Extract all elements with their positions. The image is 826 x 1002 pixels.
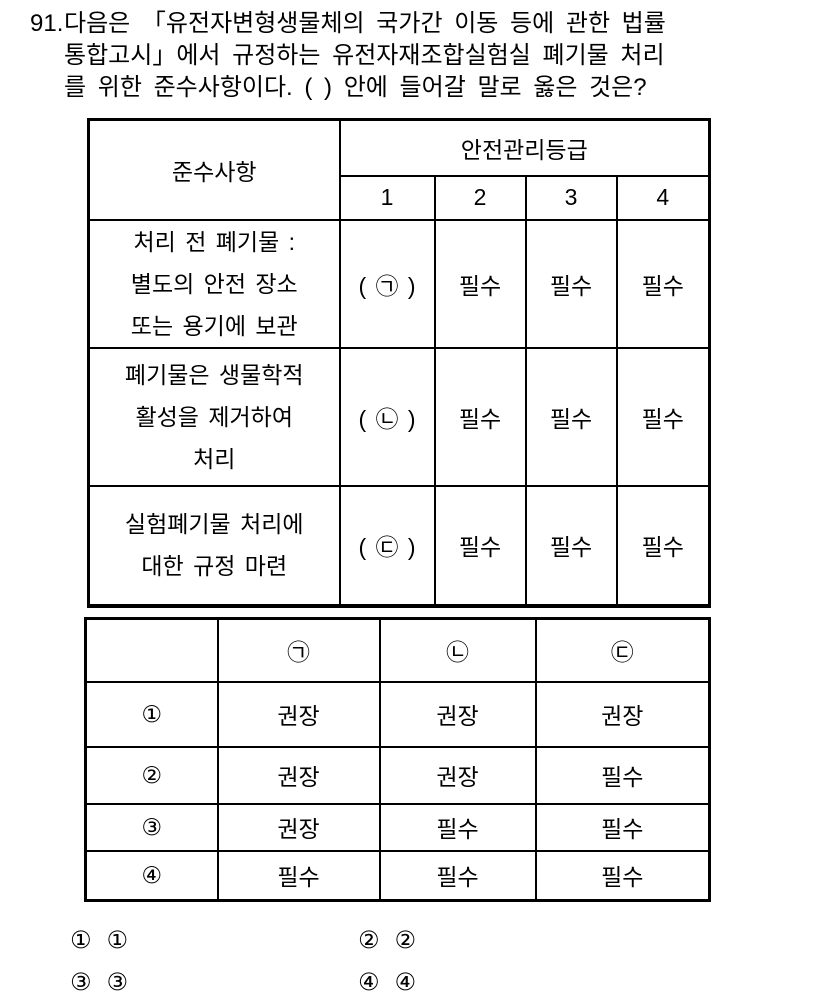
answer-option-2[interactable]: ② ② — [358, 929, 416, 953]
answer-option-3[interactable]: ③ ③ — [70, 971, 128, 995]
question-line: 통합고시」에서 규정하는 유전자재조합실험실 폐기물 처리 — [64, 42, 665, 69]
answer-marker: ④ — [358, 969, 380, 996]
table-cell: 필수 — [534, 802, 711, 852]
options-row: ③ 권장 필수 필수 — [84, 802, 711, 852]
blank-cell: ( ㉢ ) — [338, 484, 436, 607]
table-cell: 권장 — [216, 802, 381, 852]
blank-cell: ( ㉠ ) — [338, 218, 436, 349]
options-row: ④ 필수 필수 필수 — [84, 849, 711, 902]
options-table: ㉠ ㉡ ㉢ ① 권장 권장 권장 ② 권장 권장 필수 ③ 권장 필수 필수 ④… — [84, 617, 711, 902]
compliance-table: 준수사항 안전관리등급 1 2 3 4 처리 전 폐기물 : 별도의 안전 장소… — [87, 118, 712, 608]
compliance-header-item: 준수사항 — [87, 118, 341, 221]
table-cell: 권장 — [378, 745, 537, 805]
table-cell: 필수 — [378, 849, 537, 902]
compliance-header-grade-group: 안전관리등급 — [338, 118, 711, 177]
options-header-cell: ㉢ — [534, 617, 711, 683]
compliance-item: 실험폐기물 처리에 대한 규정 마련 — [87, 484, 341, 607]
option-row-label: ① — [84, 680, 219, 748]
item-line: 또는 용기에 보관 — [130, 312, 298, 339]
table-cell: 필수 — [433, 346, 527, 487]
answer-choice: ① — [106, 927, 129, 954]
question-number: 91. — [30, 10, 64, 37]
table-cell: 필수 — [433, 218, 527, 349]
answer-marker: ③ — [70, 969, 92, 996]
table-cell: 필수 — [524, 218, 618, 349]
answer-marker: ② — [358, 927, 380, 954]
item-line: 처리 전 폐기물 : — [133, 228, 296, 255]
table-cell: 권장 — [534, 680, 711, 748]
answer-option-1[interactable]: ① ① — [70, 929, 128, 953]
table-cell: 필수 — [534, 745, 711, 805]
table-cell: 권장 — [216, 680, 381, 748]
option-row-label: ③ — [84, 802, 219, 852]
table-cell: 권장 — [378, 680, 537, 748]
blank-cell: ( ㉡ ) — [338, 346, 436, 487]
question-line: 를 위한 준수사항이다. ( ) 안에 들어갈 말로 옳은 것은? — [64, 74, 647, 101]
grade-column-header: 3 — [524, 174, 618, 221]
answer-choice: ② — [394, 927, 417, 954]
table-cell: 필수 — [524, 346, 618, 487]
item-line: 활성을 제거하여 — [135, 403, 293, 430]
options-header-cell: ㉠ — [216, 617, 381, 683]
answer-choice: ④ — [394, 969, 417, 996]
item-line: 대한 규정 마련 — [141, 553, 288, 579]
options-row: ① 권장 권장 권장 — [84, 680, 711, 748]
grade-column-header: 1 — [338, 174, 436, 221]
table-cell: 필수 — [216, 849, 381, 902]
item-line: 폐기물은 생물학적 — [124, 361, 304, 388]
item-line: 처리 — [193, 445, 236, 472]
table-cell: 필수 — [433, 484, 527, 607]
question-line: 다음은 「유전자변형생물체의 국가간 이동 등에 관한 법률 — [64, 10, 666, 37]
item-line: 실험폐기물 처리에 — [124, 511, 304, 537]
table-cell: 권장 — [216, 745, 381, 805]
question-text: 다음은 「유전자변형생물체의 국가간 이동 등에 관한 법률 통합고시」에서 규… — [64, 8, 804, 104]
options-header-cell: ㉡ — [378, 617, 537, 683]
compliance-item: 폐기물은 생물학적 활성을 제거하여 처리 — [87, 346, 341, 487]
answer-option-4[interactable]: ④ ④ — [358, 971, 416, 995]
grade-column-header: 2 — [433, 174, 527, 221]
options-row: ② 권장 권장 필수 — [84, 745, 711, 805]
option-row-label: ② — [84, 745, 219, 805]
table-cell: 필수 — [524, 484, 618, 607]
grade-column-header: 4 — [615, 174, 711, 221]
empty-corner-cell — [84, 617, 219, 683]
table-cell: 필수 — [534, 849, 711, 902]
answer-choice: ③ — [106, 969, 129, 996]
table-cell: 필수 — [615, 484, 711, 607]
answer-marker: ① — [70, 927, 92, 954]
option-row-label: ④ — [84, 849, 219, 902]
item-line: 별도의 안전 장소 — [130, 270, 298, 297]
table-cell: 필수 — [378, 802, 537, 852]
table-cell: 필수 — [615, 346, 711, 487]
table-cell: 필수 — [615, 218, 711, 349]
compliance-item: 처리 전 폐기물 : 별도의 안전 장소 또는 용기에 보관 — [87, 218, 341, 349]
